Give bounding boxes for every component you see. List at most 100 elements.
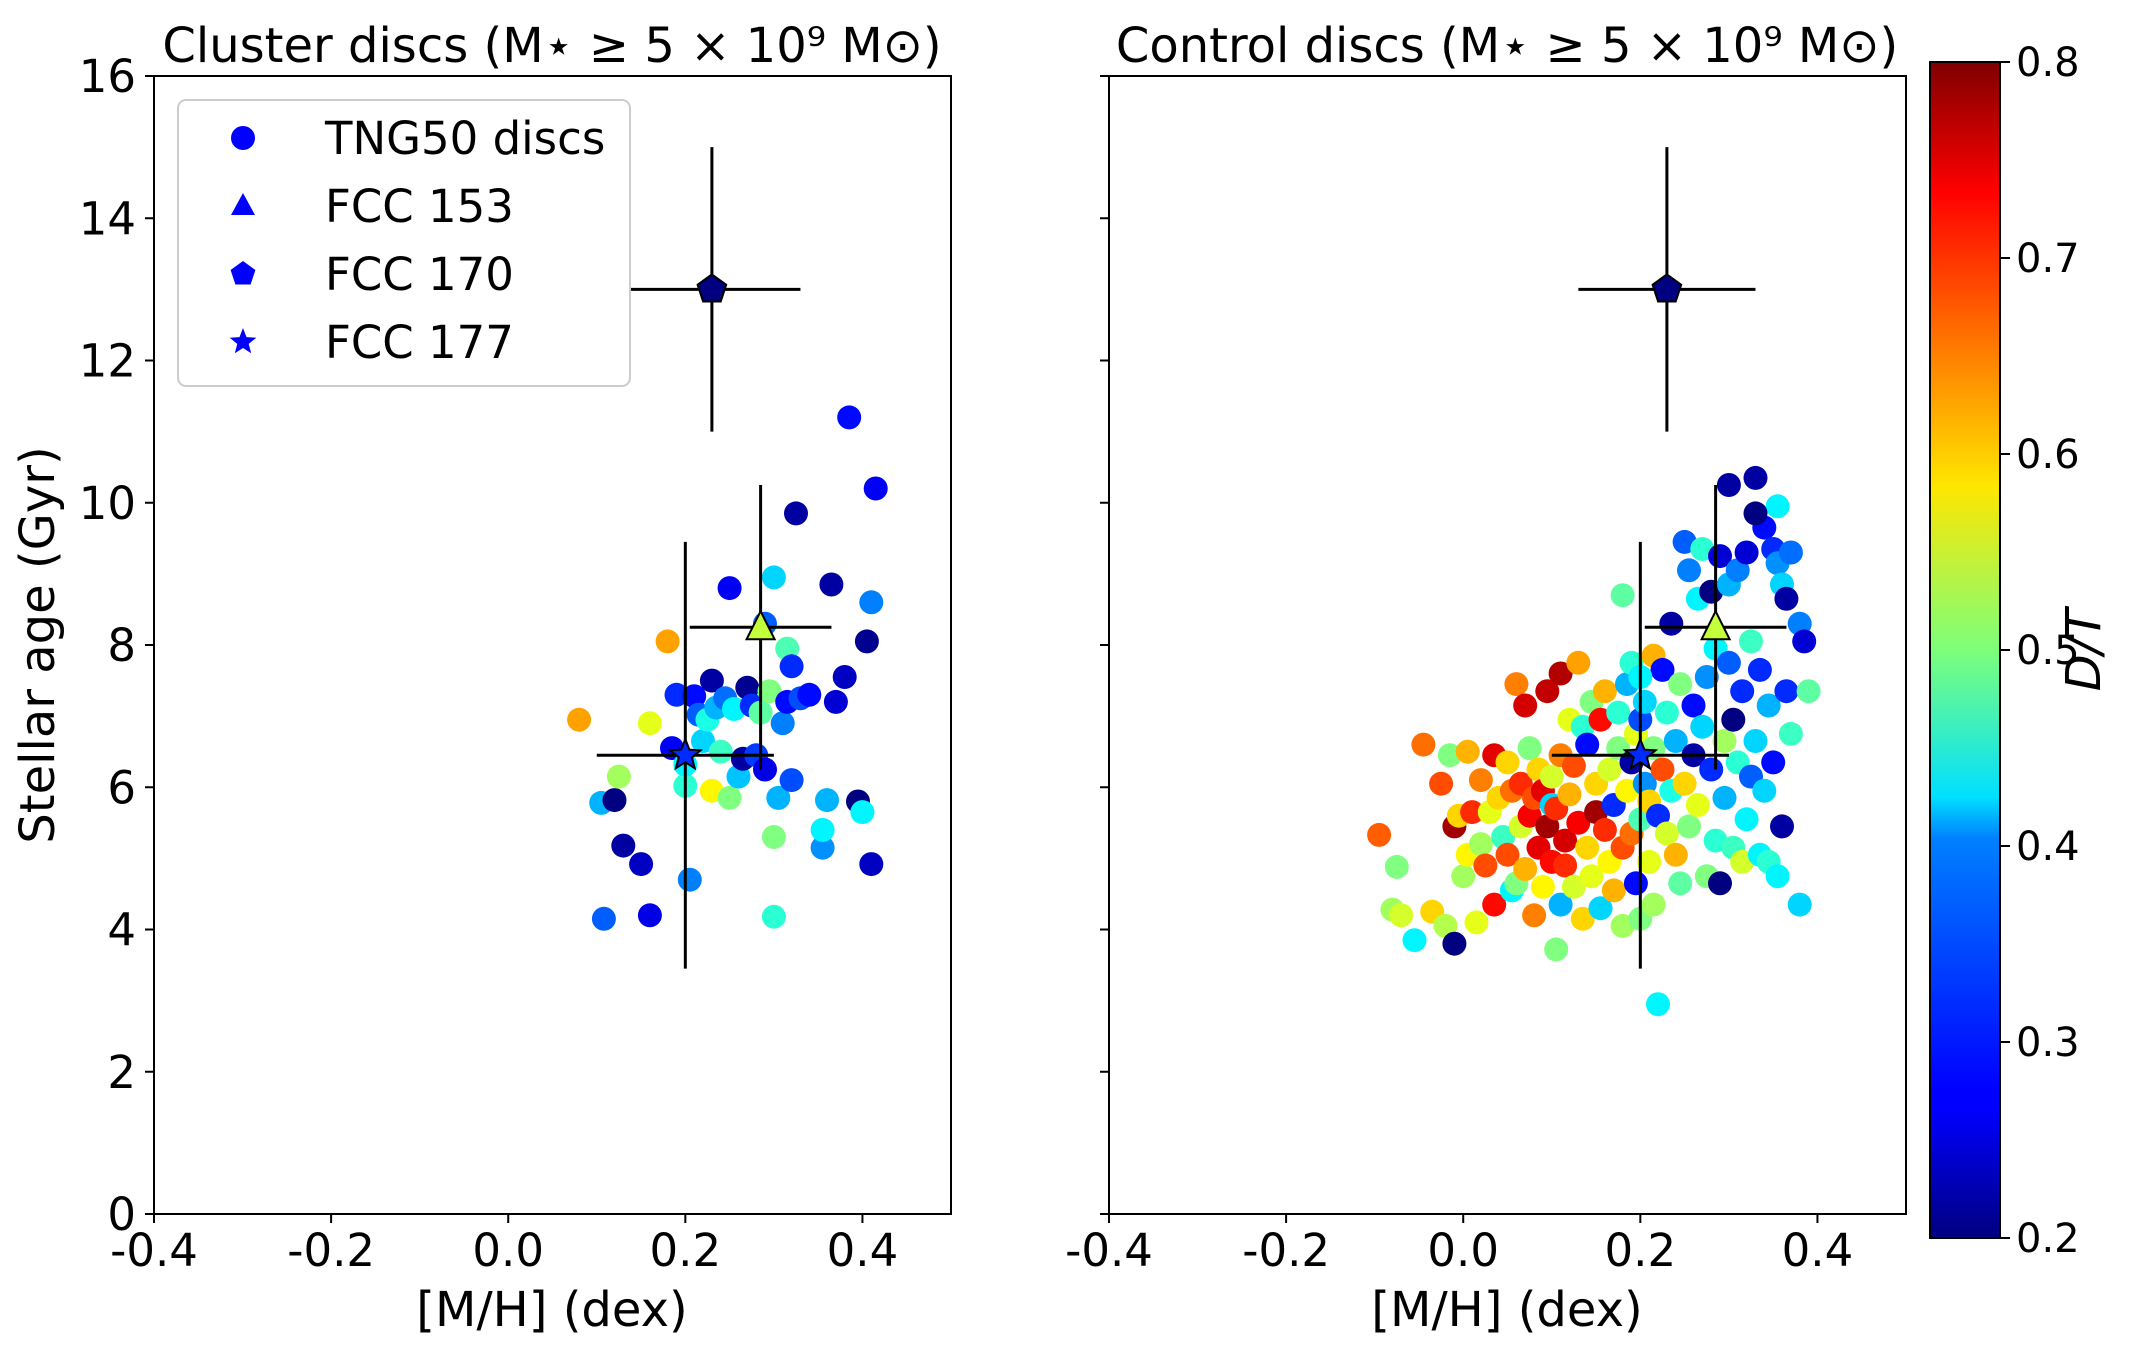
data-point [1752,778,1777,803]
data-point [1716,473,1741,497]
left-x-tick-label: -0.4 [110,1224,198,1277]
data-point [602,788,627,813]
data-point [1721,707,1746,732]
left-x-tick-label: 0.2 [650,1224,722,1277]
data-point [779,768,804,793]
data-point [1681,693,1706,718]
data-point [677,867,702,892]
y-tick-label: 8 [107,619,136,672]
data-point [1535,679,1560,704]
data-point [753,757,777,782]
data-point [1765,494,1790,519]
colorbar-tick-label: 0.4 [2016,824,2080,870]
data-point [779,654,804,679]
left-x-tick-label: -0.2 [287,1224,375,1277]
data-point [664,682,689,707]
data-point [784,501,808,526]
data-point [1548,661,1573,686]
data-point [832,665,857,689]
data-point [1548,892,1573,917]
data-point [1606,700,1631,725]
data-point [629,852,654,877]
data-point [850,800,875,825]
left-title-text: Cluster discs (M⋆ ≥ 5 × 10⁹ M⊙) [162,18,941,74]
data-point [1637,849,1662,874]
data-point [1504,672,1529,697]
fcc170-marker [696,273,728,303]
data-point [1712,785,1737,810]
left-y-ticks: 0 2 4 6 8 10 12 14 16 [79,50,154,1241]
data-point [1792,629,1817,654]
data-point [1575,835,1600,860]
colorbar-label: D/T [2056,605,2112,691]
data-point [1561,753,1586,778]
data-point [1597,757,1622,782]
data-point [1464,910,1489,935]
legend-box [177,99,631,387]
data-point [863,476,888,501]
data-point [1592,817,1617,842]
colorbar: 0.2 0.3 0.4 0.5 0.6 0.7 0.8 D/T [1929,40,2112,1262]
data-point [1712,729,1737,753]
data-point [1796,679,1821,704]
data-point [1601,878,1626,903]
data-point [1429,771,1454,796]
right-x-tick-label: -0.4 [1065,1224,1153,1277]
data-point [717,785,742,810]
data-point [1677,558,1701,583]
data-point [1663,729,1688,753]
data-point [1694,665,1719,689]
data-point [1739,629,1763,654]
y-tick-label: 10 [79,477,136,530]
data-point [761,825,786,849]
data-point [1646,803,1670,828]
colorbar-tick-label: 0.3 [2016,1020,2080,1066]
data-point [1663,842,1688,867]
panel-left: Cluster discs (M⋆ ≥ 5 × 10⁹ M⊙) -0.4 -0.2… [10,18,952,1338]
data-point [691,729,715,753]
data-point [717,576,742,601]
data-point [1716,650,1741,675]
data-point [1433,913,1458,938]
data-point [682,684,707,709]
legend-triangle-marker [231,193,255,215]
y-tick-label: 2 [107,1046,136,1099]
data-point [611,833,636,858]
colorbar-gradient [1929,61,2001,1239]
data-point [766,785,791,810]
right-x-ticks: -0.4 -0.2 0.0 0.2 0.4 [1065,1214,1853,1277]
data-point [1778,721,1803,746]
data-point [1761,750,1786,775]
data-point [637,903,662,928]
data-point [1668,672,1693,697]
right-title-text: Control discs (M⋆ ≥ 5 × 10⁹ M⊙) [1116,18,1898,74]
data-point [1473,853,1498,878]
data-point [708,739,733,764]
right-x-tick-label: 0.2 [1605,1224,1677,1277]
data-point [591,906,616,931]
data-point [1522,903,1547,928]
data-point [1468,832,1493,857]
data-point [1690,714,1715,739]
legend-circle-marker [231,126,255,150]
data-point [1778,540,1803,565]
data-point [859,590,884,615]
data-point [819,572,844,597]
data-point [810,817,835,842]
data-point [1685,793,1710,817]
right-x-axis-label: [M/H] (dex) [1371,1282,1642,1338]
right-scatter-points [1367,465,1821,1017]
data-point [1437,743,1462,768]
legend-label-fcc177: FCC 177 [325,316,514,369]
fcc177-marker [1622,736,1659,771]
data-point [1384,854,1409,879]
fcc170-marker [1651,273,1683,303]
data-point [1530,874,1555,899]
data-point [1513,857,1538,881]
data-point [854,629,879,654]
data-point [1699,757,1724,782]
fcc153-marker [1699,608,1732,641]
y-axis-label: Stellar age (Gyr) [10,446,66,843]
right-x-tick-label: 0.0 [1427,1224,1499,1277]
data-point [1672,771,1697,796]
